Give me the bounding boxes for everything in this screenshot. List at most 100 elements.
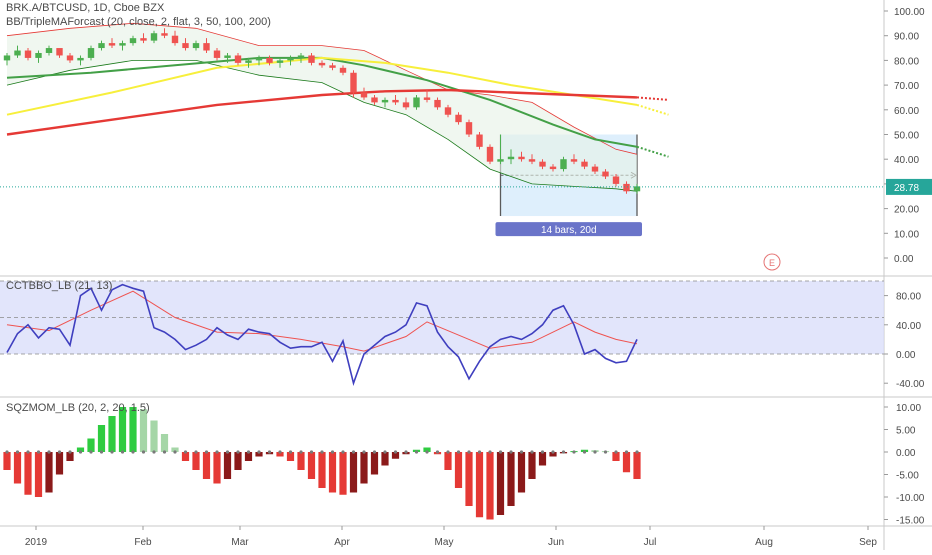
sqz-tick-label: -5.00 <box>896 471 919 482</box>
sqz-tick-label: -10.00 <box>896 493 925 504</box>
sqz-histogram-bar <box>423 447 431 452</box>
sqz-zero-dot <box>152 450 156 454</box>
sqz-zero-dot <box>498 450 503 454</box>
sqz-zero-dot <box>372 450 377 454</box>
cctbbo-title: CCTBBO_LB (21, 13) <box>6 280 113 292</box>
sqz-tick-label: 5.00 <box>896 426 916 437</box>
ma-forecast-line <box>636 103 669 116</box>
candle-body <box>413 97 420 108</box>
price-tick-label: 80.00 <box>894 56 919 67</box>
sqz-zero-dot <box>488 450 492 454</box>
sqz-zero-dot <box>393 450 398 454</box>
sqz-histogram-bar <box>55 452 64 475</box>
sqz-zero-dot <box>330 450 335 454</box>
sqz-zero-dot <box>593 450 597 454</box>
candle-body <box>539 161 546 167</box>
price-tick-label: 50.00 <box>894 131 919 142</box>
sqz-histogram-bar <box>381 452 389 466</box>
sqz-histogram-bar <box>181 452 190 461</box>
sqz-zero-dot <box>467 450 471 454</box>
candle-body <box>182 43 189 49</box>
candle-body <box>507 156 515 160</box>
time-tick-label: Feb <box>134 537 152 548</box>
sqz-zero-dot <box>362 450 366 454</box>
sqz-histogram-bar <box>297 452 305 470</box>
symbol-title: BRK.A/BTCUSD, 1D, Cboe BZX <box>6 2 165 14</box>
candle-body <box>549 166 557 170</box>
sqz-histogram-bar <box>118 407 127 452</box>
sqz-zero-dot <box>236 450 240 454</box>
ma-forecast-line <box>636 96 669 101</box>
sqz-histogram-bar <box>486 452 494 520</box>
sqz-histogram-bar <box>328 452 337 493</box>
sqz-histogram-bar <box>76 447 85 452</box>
sqz-zero-dot <box>477 450 482 454</box>
candle-body <box>245 60 252 63</box>
candle-body <box>119 43 126 46</box>
sqz-histogram-bar <box>391 452 400 459</box>
sqz-zero-dot <box>351 450 356 454</box>
price-tick-label: 40.00 <box>894 155 919 166</box>
bb-lower-line <box>6 60 638 192</box>
candle-body <box>455 114 462 123</box>
candle-body <box>140 38 147 41</box>
price-tick-label: 20.00 <box>894 205 919 216</box>
measure-label-box <box>495 222 642 237</box>
sqz-zero-dot <box>582 450 587 454</box>
candle-body <box>381 99 389 103</box>
candle-body <box>3 55 11 61</box>
time-tick-label: 2019 <box>25 537 48 548</box>
candle-body <box>581 161 588 167</box>
sqz-zero-dot <box>5 450 9 454</box>
cct-tick-label: 40.00 <box>896 321 921 332</box>
price-tick-label: 10.00 <box>894 229 919 240</box>
sqz-histogram-bar <box>444 452 452 470</box>
price-tick-label: 0.00 <box>894 254 914 265</box>
sqz-zero-dot <box>341 450 345 454</box>
sqz-zero-dot <box>561 450 566 454</box>
earnings-marker-label: E <box>769 258 775 268</box>
sqz-zero-dot <box>120 450 125 454</box>
sqz-histogram-bar <box>234 452 242 470</box>
sqz-histogram-bar <box>454 452 463 488</box>
candle-body <box>528 159 536 162</box>
bb-upper-line <box>6 22 638 155</box>
sqz-zero-dot <box>572 450 576 454</box>
candle-body <box>45 48 53 53</box>
sqz-histogram-bar <box>612 452 620 461</box>
sqz-zero-dot <box>635 450 639 454</box>
sqz-histogram-bar <box>370 452 379 475</box>
candle-body <box>77 57 84 61</box>
sqz-histogram-bar <box>66 452 74 461</box>
sqz-zero-dot <box>446 450 450 454</box>
cct-tick-label: -40.00 <box>896 379 925 390</box>
candle-body <box>129 38 137 44</box>
ma-line <box>6 56 638 116</box>
candle-body <box>87 48 95 58</box>
candle-body <box>434 99 441 108</box>
candle-body <box>66 55 74 61</box>
time-tick-label: Aug <box>755 537 773 548</box>
sqz-zero-dot <box>509 450 513 454</box>
candle-body <box>318 62 326 66</box>
sqz-histogram-bar <box>276 452 284 457</box>
last-price-tag <box>886 178 932 195</box>
sqz-histogram-bar <box>538 452 547 466</box>
candle-body <box>476 134 483 147</box>
sqz-zero-dot <box>36 450 41 454</box>
sqzmom-title: SQZMOM_LB (20, 2, 20, 1.5) <box>6 402 150 414</box>
sqz-zero-dot <box>225 450 230 454</box>
sqz-histogram-bar <box>339 452 347 495</box>
sqz-zero-dot <box>383 450 387 454</box>
cct-tick-label: 80.00 <box>896 292 921 303</box>
candle-body <box>35 52 42 58</box>
candle-body <box>224 55 231 58</box>
sqz-zero-dot <box>99 450 104 454</box>
sqz-zero-dot <box>68 450 72 454</box>
ma-line <box>6 56 638 148</box>
sqz-zero-dot <box>110 450 114 454</box>
candle-body <box>392 99 399 103</box>
sqz-histogram-bar <box>3 452 11 470</box>
price-tick-label: 90.00 <box>894 32 919 43</box>
